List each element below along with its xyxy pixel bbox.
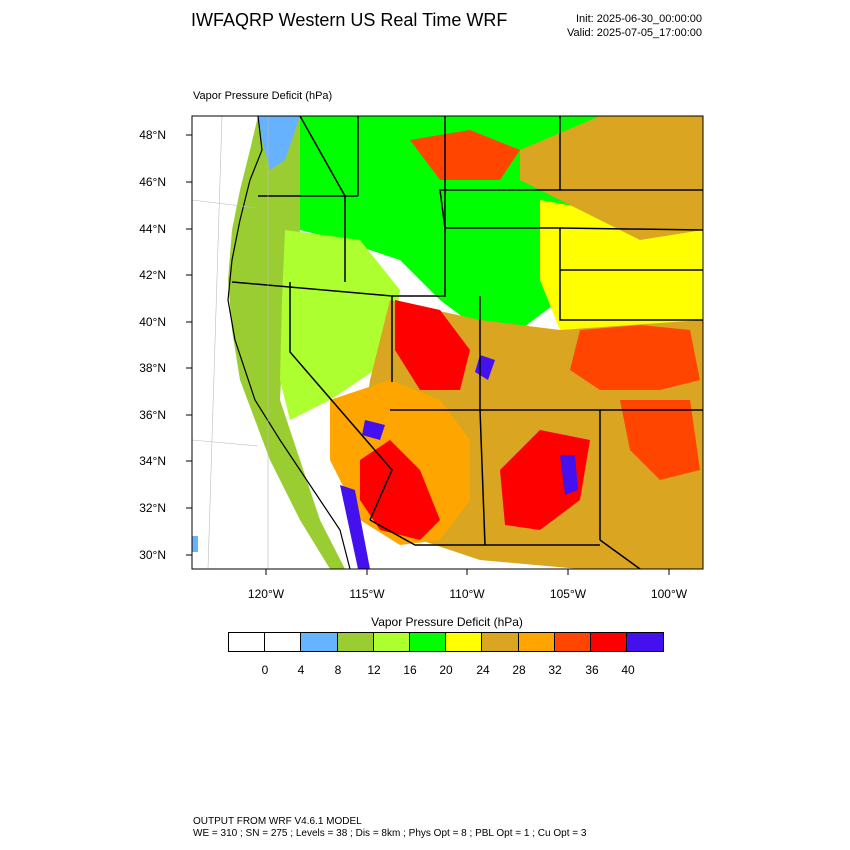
east-red-zone: [570, 325, 700, 390]
colorbar-box: [518, 633, 555, 651]
colorbar-tick: 20: [439, 663, 453, 677]
lon-label: 120°W: [247, 587, 285, 601]
lat-label: 44°N: [139, 222, 166, 236]
model-info-line-2: WE = 310 ; SN = 275 ; Levels = 38 ; Dis …: [193, 828, 587, 839]
colorbar-tick: 0: [261, 663, 269, 677]
colorbar-title: Vapor Pressure Deficit (hPa): [371, 615, 523, 629]
colorbar-box: [337, 633, 374, 651]
colorbar-box: [409, 633, 447, 651]
colorbar-tick: 40: [621, 663, 635, 677]
lat-label: 48°N: [139, 128, 166, 142]
lime-zone: [280, 230, 400, 420]
map-frame: [191, 115, 704, 570]
colorbar-tick: 12: [367, 663, 381, 677]
lat-label: 34°N: [139, 454, 166, 468]
page-title: IWFAQRP Western US Real Time WRF: [191, 10, 508, 30]
colorbar-box: [229, 633, 266, 651]
montana-red-zone: [410, 130, 520, 180]
lon-label: 115°W: [349, 587, 385, 601]
lon-label: 110°W: [449, 587, 485, 601]
colorbar-box: [373, 633, 410, 651]
init-time: Init: 2025-06-30_00:00:00: [576, 13, 702, 25]
colorbar-box: [446, 633, 483, 651]
graticule: [192, 116, 269, 569]
coastline: [227, 116, 351, 569]
colorbar-tick: 36: [585, 663, 599, 677]
lon-label: 100°W: [650, 587, 688, 601]
lat-ticks: [186, 134, 192, 556]
colorbar-box: [265, 633, 302, 651]
colorbar-box: [590, 633, 628, 651]
model-info-line-1: OUTPUT FROM WRF V4.6.1 MODEL: [193, 816, 362, 827]
arizona-red-zone: [360, 440, 440, 540]
purple-patch-1: [560, 455, 578, 495]
pacific-coast-zone: [228, 116, 345, 569]
lon-label: 105°W: [549, 587, 587, 601]
purple-patch-2: [340, 485, 370, 569]
colorbar: [228, 632, 665, 652]
state-boundaries: [231, 116, 703, 569]
lat-label: 46°N: [139, 175, 166, 189]
colorbar-box: [627, 633, 664, 651]
lat-label: 40°N: [139, 315, 166, 329]
map-caption: Vapor Pressure Deficit (hPa): [193, 90, 333, 102]
colorbar-box: [554, 633, 591, 651]
southeast-orange-zone: [620, 400, 700, 480]
lon-ticks: [265, 569, 670, 575]
lat-label: 38°N: [139, 361, 166, 375]
colorbar-tick: 28: [512, 663, 526, 677]
colorbar-tick: 4: [297, 663, 305, 677]
lat-label: 36°N: [139, 408, 166, 422]
plains-goldenrod-zone: [520, 116, 703, 240]
utah-red-zone: [395, 300, 470, 390]
baja-water: [192, 536, 198, 552]
colorbar-box: [301, 633, 338, 651]
lat-label: 30°N: [139, 548, 166, 562]
colorbar-tick: 16: [403, 663, 417, 677]
purple-patch-3: [362, 420, 385, 440]
pacific-nw-water: [258, 116, 300, 170]
colorbar-tick: 32: [548, 663, 562, 677]
lat-label: 42°N: [139, 268, 166, 282]
colorbar-tick: 24: [476, 663, 490, 677]
colorbar-box: [482, 633, 519, 651]
colorbar-tick: 8: [334, 663, 342, 677]
valid-time: Valid: 2025-07-05_17:00:00: [567, 27, 702, 39]
lat-label: 32°N: [139, 501, 166, 515]
